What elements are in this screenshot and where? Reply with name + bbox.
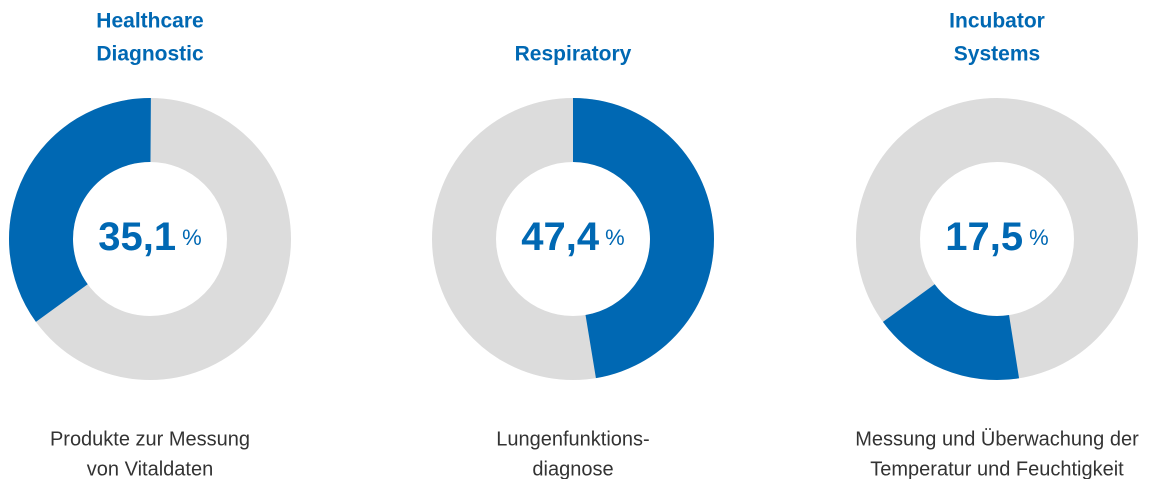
donut-segment — [882, 284, 1020, 381]
chart-title: Systems — [954, 43, 1040, 66]
chart-title: Incubator — [949, 10, 1045, 33]
description: von Vitaldaten — [87, 458, 213, 479]
chart-title: Diagnostic — [96, 43, 204, 66]
description: Temperatur und Feuchtigkeit — [870, 458, 1124, 479]
value-number: 47,4 — [521, 215, 600, 259]
description: Messung und Überwachung der — [855, 428, 1139, 450]
value-number: 35,1 — [98, 215, 176, 259]
value-unit: % — [1029, 225, 1049, 250]
value-number: 17,5 — [945, 215, 1023, 259]
chart-title: Healthcare — [96, 10, 203, 33]
value-label: 17,5% — [945, 215, 1048, 259]
donut-segment — [573, 98, 714, 379]
value-label: 47,4% — [521, 215, 624, 259]
donut-segment — [9, 98, 151, 322]
description: Produkte zur Messung — [50, 428, 250, 450]
description: Lungenfunktions- — [496, 428, 649, 450]
value-unit: % — [182, 225, 202, 250]
value-label: 35,1% — [98, 215, 201, 259]
value-unit: % — [605, 225, 625, 250]
chart-title: Respiratory — [515, 43, 632, 66]
description: diagnose — [532, 458, 613, 479]
